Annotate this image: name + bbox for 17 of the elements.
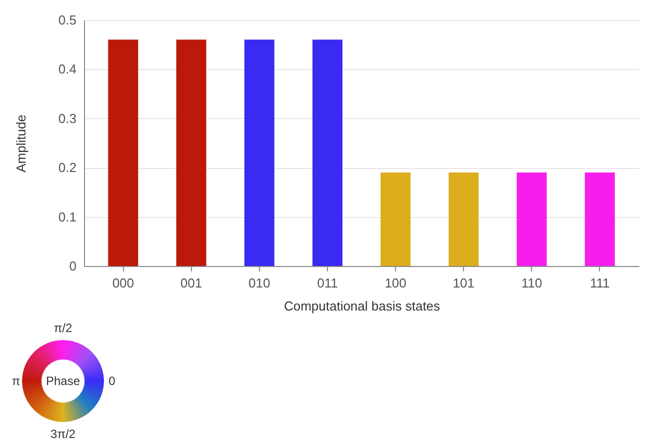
y-axis-title: Amplitude	[13, 114, 28, 172]
x-tick-label: 101	[452, 276, 474, 290]
x-axis-title: Computational basis states	[284, 298, 441, 314]
x-tick-label: 011	[317, 276, 338, 290]
x-tick-label: 100	[384, 276, 406, 290]
x-tick-label: 001	[180, 276, 202, 290]
y-tick-label: 0.4	[58, 62, 76, 77]
x-tick-label: 010	[248, 276, 270, 290]
y-tick-label: 0.2	[58, 160, 76, 176]
y-tick-label: 0	[69, 258, 76, 274]
y-tick-label: 0.5	[58, 12, 76, 28]
x-tick-label: 110	[521, 276, 542, 290]
y-tick-label: 0.1	[58, 209, 76, 224]
x-tick-label: 000	[112, 276, 134, 290]
phase-wheel: π/2 π Phase 0 3π/2	[10, 320, 116, 443]
y-tick-label: 0.3	[58, 110, 76, 126]
x-tick-label: 111	[590, 276, 610, 290]
